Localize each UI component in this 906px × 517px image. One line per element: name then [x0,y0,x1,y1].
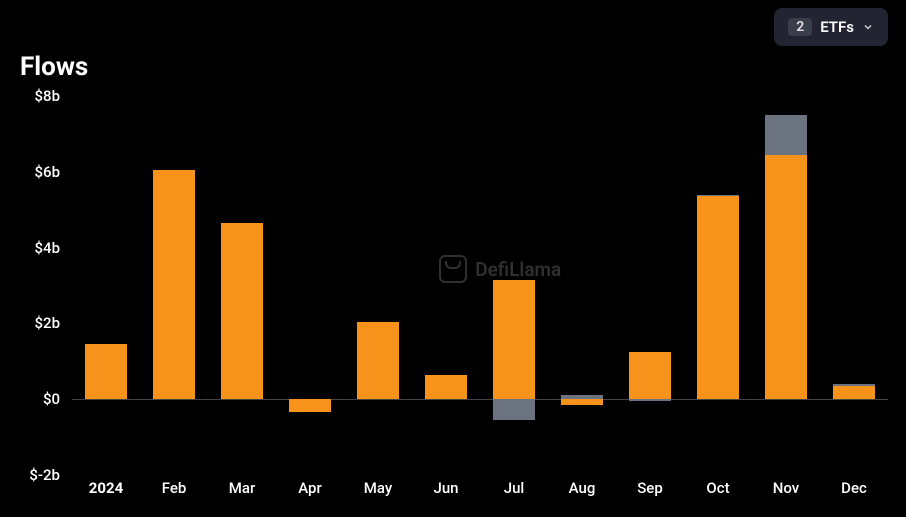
x-tick-label: Mar [229,479,256,497]
bar-segment [561,395,603,399]
y-tick-label: $8b [35,87,60,105]
llama-icon [439,255,467,283]
bar-segment [765,115,807,155]
bar-segment [493,399,535,420]
bar-segment [357,322,399,400]
y-tick-label: $4b [35,239,60,257]
x-tick-label: Jul [504,479,525,497]
x-tick-label: Sep [637,479,663,497]
bar-segment [289,399,331,412]
chart-title: Flows [20,52,888,82]
x-tick-label: 2024 [89,479,123,497]
x-tick-label: Dec [841,479,867,497]
watermark-text: DefiLlama [475,258,561,281]
x-tick-label: Apr [298,479,322,497]
y-tick-label: $6b [35,163,60,181]
chart-area: $8b$6b$4b$2b$0$-2b DefiLlama 2024FebMarA… [18,96,888,499]
bar-segment [561,399,603,405]
bar-segment [629,352,671,399]
x-tick-label: Nov [773,479,799,497]
zero-line [72,399,888,400]
x-tick-label: Oct [706,479,729,497]
bar-segment [425,375,467,400]
bar-segment [697,195,739,197]
bar-segment [765,155,807,399]
bar-segment [85,344,127,399]
bar-segment [493,280,535,399]
etf-count-badge: 2 [788,18,812,36]
y-tick-label: $2b [35,314,60,332]
bar-segment [833,386,875,399]
bar-segment [629,399,671,401]
bar-segment [153,170,195,399]
y-tick-label: $-2b [29,466,60,484]
chevron-down-icon [862,21,874,33]
bar-segment [221,223,263,399]
etf-filter-dropdown[interactable]: 2 ETFs [774,8,888,46]
x-tick-label: Feb [162,479,187,497]
y-tick-label: $0 [43,390,60,408]
bar-segment [697,196,739,399]
etf-filter-label: ETFs [820,18,854,36]
x-axis: 2024 Feb Mar Apr May Jun Jul Aug Sep Oct Nov Dec [72,475,888,499]
y-axis: $8b$6b$4b$2b$0$-2b [18,96,66,475]
bar-segment [833,384,875,386]
plot-area: DefiLlama [72,96,888,475]
x-tick-label: Aug [569,479,596,497]
x-tick-label: Jun [433,479,458,497]
x-tick-label: May [364,479,392,497]
